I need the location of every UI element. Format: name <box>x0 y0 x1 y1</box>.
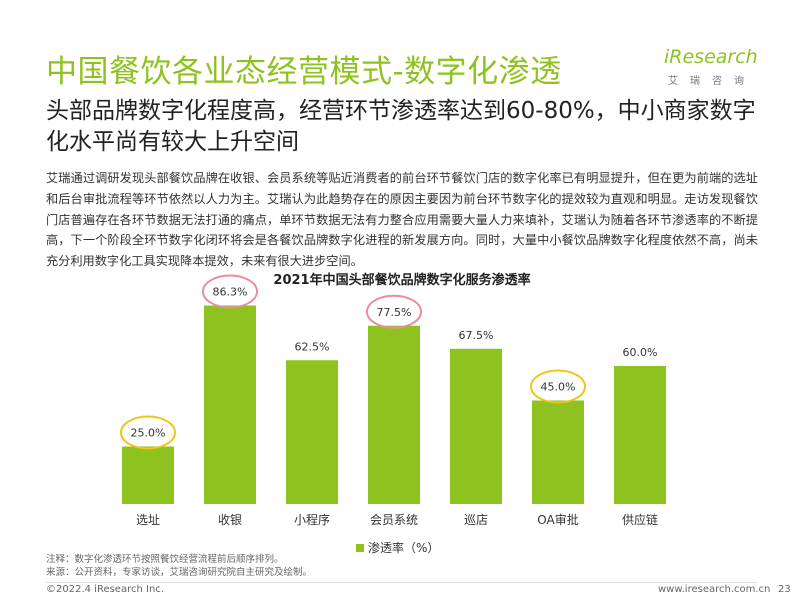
bar-7 <box>614 366 666 504</box>
category-label: 供应链 <box>622 512 658 527</box>
category-label: 会员系统 <box>370 513 418 527</box>
bar-4 <box>368 325 420 504</box>
footer-copyright: ©2022.4 iResearch Inc. <box>46 584 164 595</box>
bar-6 <box>532 400 584 504</box>
page-title: 中国餐饮各业态经营模式-数字化渗透 <box>46 54 562 90</box>
highlight-circle <box>120 415 176 450</box>
bar-chart: 2021年中国头部餐饮品牌数字化服务渗透率 25.0% 选址 86.3% 收银 62.5… <box>120 272 666 527</box>
highlight-circle <box>530 369 586 404</box>
bar-1 <box>122 446 174 504</box>
value-label: 60.0% <box>623 346 658 359</box>
bar-3 <box>286 360 338 504</box>
chart-title: 2021年中国头部餐饮品牌数字化服务渗透率 <box>273 272 530 288</box>
value-label: 62.5% <box>295 340 330 353</box>
page-subtitle: 头部品牌数字化程度高，经营环节渗透率达到60-80%，中小商家数字化水平尚有较大… <box>46 98 756 155</box>
source-line: 来源：公开资料，专家访谈，艾瑞咨询研究院自主研究及绘制。 <box>46 567 313 578</box>
value-label: 25.0% <box>131 427 166 440</box>
page-number: 23 <box>778 584 791 595</box>
category-label: 小程序 <box>294 512 330 527</box>
note-line: 注释：数字化渗透环节按照餐饮经营流程前后顺序排列。 <box>46 554 284 565</box>
logo-subtext: 艾瑞咨询 <box>668 76 756 87</box>
value-label: 45.0% <box>541 381 576 394</box>
bar-2 <box>204 305 256 504</box>
highlight-circle <box>366 294 422 329</box>
footer-website: www.iresearch.com.cn <box>658 584 771 595</box>
source-notes: 注释：数字化渗透环节按照餐饮经营流程前后顺序排列。 来源：公开资料，专家访谈，艾… <box>46 553 312 579</box>
value-label: 77.5% <box>377 306 412 319</box>
iresearch-logo: iResearch 艾瑞咨询 <box>664 46 764 90</box>
value-label: 86.3% <box>213 286 248 299</box>
highlight-circle <box>202 274 258 309</box>
category-label: 收银 <box>218 513 242 527</box>
category-label: 选址 <box>136 513 160 527</box>
bar-5 <box>450 348 502 504</box>
bars-group: 25.0% 选址 86.3% 收银 62.5% 小程序 77.5% 会员系统 67.5% 巡店 45… <box>120 274 666 527</box>
legend-swatch <box>356 543 364 552</box>
value-label: 67.5% <box>459 329 494 342</box>
category-label: 巡店 <box>464 513 488 527</box>
body-paragraph: 艾瑞通过调研发现头部餐饮品牌在收银、会员系统等贴近消费者的前台环节餐饮门店的数字… <box>46 171 758 269</box>
legend-label: 渗透率（%） <box>368 541 440 555</box>
footer-divider <box>46 582 758 583</box>
logo-wordmark: iResearch <box>664 46 758 68</box>
category-label: OA审批 <box>537 512 578 527</box>
chart-legend: 渗透率（%） <box>356 539 439 556</box>
